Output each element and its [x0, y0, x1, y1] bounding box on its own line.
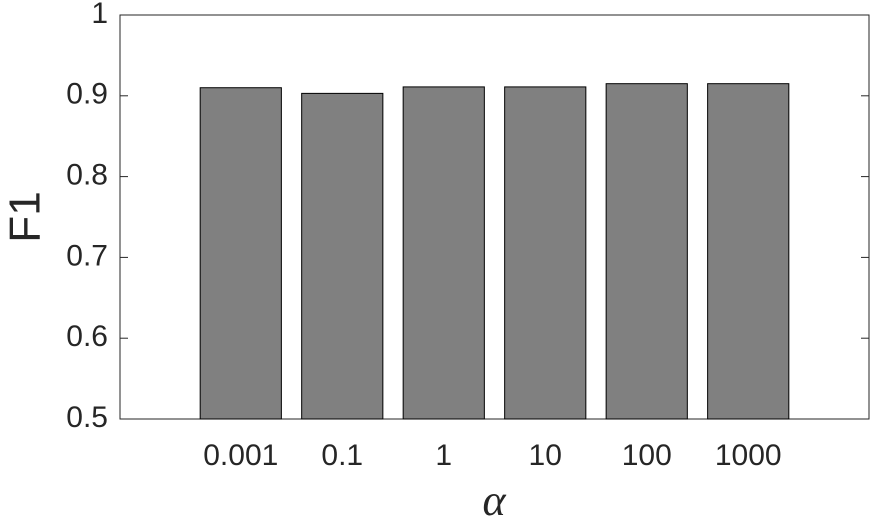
- y-tick-label: 0.6: [66, 320, 108, 353]
- bar: [504, 86, 587, 420]
- x-tick-label: 0.1: [321, 439, 363, 472]
- x-axis-label: α: [482, 476, 506, 524]
- x-tick-label: 1: [435, 439, 452, 472]
- y-tick-label: 0.9: [66, 78, 108, 111]
- bar: [402, 86, 485, 420]
- bar: [199, 87, 282, 420]
- y-tick-label: 0.8: [66, 159, 108, 192]
- y-tick-label: 0.7: [66, 239, 108, 272]
- y-tick-label: 1: [91, 0, 108, 30]
- y-tick-label: 0.5: [66, 401, 108, 434]
- bar: [301, 92, 384, 420]
- x-tick-label: 10: [529, 439, 562, 472]
- x-tick-label: 1000: [715, 439, 782, 472]
- x-tick-label: 0.001: [203, 439, 278, 472]
- y-axis-label: F1: [1, 191, 50, 242]
- x-tick-label: 100: [622, 439, 672, 472]
- bar: [605, 83, 688, 420]
- bar: [707, 83, 790, 420]
